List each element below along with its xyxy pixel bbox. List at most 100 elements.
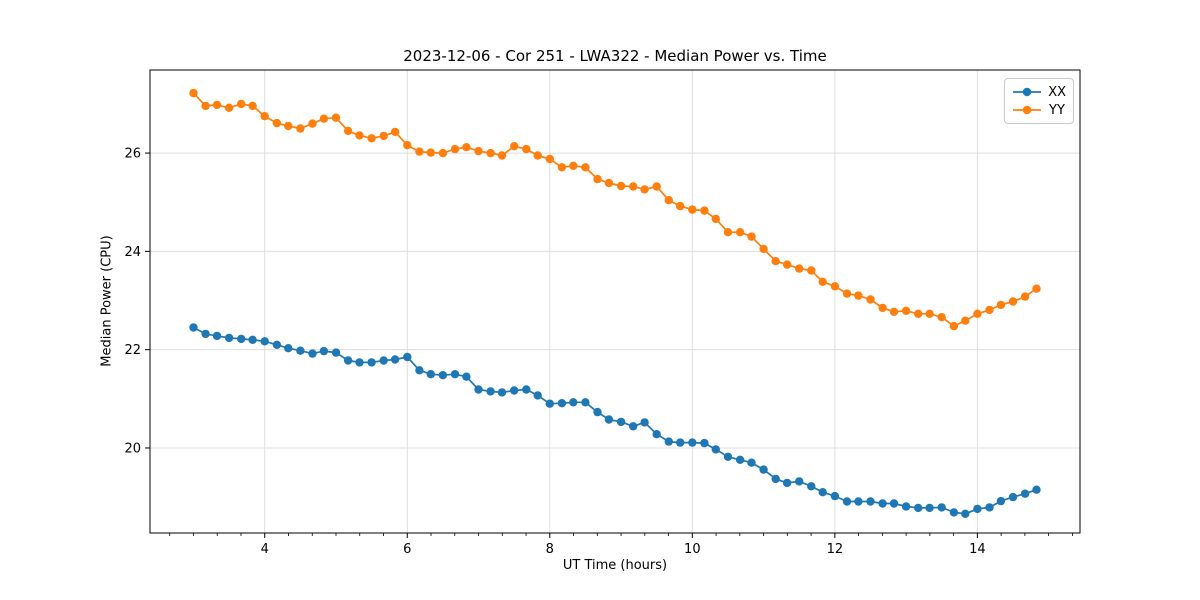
series-YY-marker — [510, 142, 519, 151]
series-XX-marker — [688, 438, 697, 447]
series-YY-marker — [676, 201, 685, 211]
series-YY-marker — [604, 178, 614, 188]
series-XX-marker — [937, 503, 946, 512]
series-XX-marker — [996, 496, 1006, 506]
series-YY-marker — [830, 282, 840, 291]
series-XX-marker — [914, 503, 923, 513]
series-YY-marker — [889, 307, 899, 316]
series-YY-marker — [308, 119, 317, 128]
series-YY-marker — [545, 154, 554, 164]
y-tick-label-20: 20 — [124, 441, 141, 456]
y-tick-label-22: 22 — [124, 343, 141, 358]
series-XX-line — [193, 326, 1037, 515]
series-YY-marker — [901, 306, 911, 315]
series-YY-marker — [367, 134, 376, 143]
x-axis-label: UT Time (hours) — [562, 558, 668, 573]
series-XX-marker — [355, 358, 364, 367]
x-tick-label-4: 4 — [261, 542, 269, 557]
series-YY-marker — [747, 232, 756, 241]
series-XX-marker — [533, 391, 542, 400]
series-XX-marker — [795, 477, 804, 486]
series-XX-marker — [426, 370, 435, 379]
series-YY-marker — [403, 141, 412, 150]
series-YY-marker — [522, 144, 531, 154]
y-axis-label: Median Power (CPU) — [99, 235, 115, 367]
series-YY-marker — [331, 113, 341, 122]
series-XX-marker — [319, 346, 329, 356]
series-XX — [189, 323, 1041, 518]
series-XX-marker — [343, 356, 353, 365]
legend-sample-yy — [1013, 105, 1041, 115]
series-XX-marker — [664, 437, 673, 446]
series-YY-marker — [450, 144, 460, 154]
series-XX-marker — [224, 333, 234, 343]
series-YY-marker — [807, 266, 816, 275]
series-XX-marker — [854, 497, 863, 506]
series-XX-marker — [260, 337, 269, 346]
series-YY-marker — [985, 305, 994, 315]
series-YY-marker — [949, 321, 959, 331]
series-XX-marker — [462, 372, 471, 381]
series-YY — [189, 88, 1041, 331]
x-tick-label-14: 14 — [969, 542, 986, 557]
legend-marker-yy — [1022, 105, 1032, 115]
series-YY-marker — [795, 264, 804, 273]
series-XX-marker — [379, 356, 388, 365]
series-XX-marker — [604, 415, 614, 424]
series-YY-marker — [272, 118, 282, 128]
series-XX-marker — [248, 335, 257, 344]
series-YY-marker — [664, 196, 673, 205]
series-XX-marker — [474, 385, 483, 394]
series-XX-marker — [201, 329, 210, 339]
series-YY-marker — [415, 147, 424, 156]
series-XX-marker — [557, 399, 567, 408]
legend-marker-xx — [1022, 87, 1032, 97]
series-YY-marker — [854, 291, 863, 300]
axes-frame — [149, 69, 1081, 534]
series-XX-marker — [438, 371, 448, 380]
series-XX-marker — [901, 502, 911, 511]
series-YY-marker — [260, 112, 269, 121]
series-YY-marker — [914, 309, 923, 318]
series-XX-marker — [973, 504, 982, 514]
series-YY-marker — [878, 303, 887, 313]
series-YY-marker — [319, 114, 329, 123]
series-XX-marker — [272, 340, 282, 349]
series-YY-marker — [759, 244, 768, 254]
series-XX-marker — [486, 387, 495, 396]
series-YY-marker — [426, 148, 435, 157]
series-YY-marker — [379, 131, 388, 141]
series-YY-marker — [818, 277, 827, 286]
series-YY-marker — [700, 206, 709, 215]
series-YY-marker — [462, 143, 471, 152]
series-YY-marker — [533, 151, 542, 160]
series-YY-marker — [237, 99, 246, 109]
series-XX-marker — [818, 488, 827, 497]
series-YY-marker — [652, 182, 661, 191]
series-YY-marker — [390, 127, 400, 137]
series-XX-marker — [569, 398, 578, 407]
series-YY-marker — [1008, 297, 1018, 306]
series-XX-marker — [961, 509, 970, 518]
legend: XX YY — [1004, 78, 1074, 124]
series-XX-marker — [403, 352, 412, 362]
series-YY-marker — [973, 309, 982, 318]
series-XX-marker — [189, 323, 198, 332]
series-XX-marker — [545, 399, 554, 408]
series-YY-marker — [937, 313, 946, 322]
series-XX-marker — [390, 355, 400, 364]
series-XX-marker — [1032, 485, 1041, 494]
series-YY-marker — [640, 185, 649, 194]
series-YY-marker — [996, 300, 1006, 310]
series-XX-marker — [331, 348, 341, 357]
series-YY-marker — [557, 163, 567, 172]
series-YY-marker — [224, 103, 234, 113]
series-XX-marker — [308, 349, 317, 358]
series-YY-marker — [629, 182, 638, 191]
series-XX-marker — [700, 438, 709, 448]
series-XX-marker — [747, 458, 756, 467]
series-XX-marker — [593, 407, 602, 417]
series-YY-marker — [616, 181, 626, 191]
series-XX-marker — [367, 358, 376, 367]
